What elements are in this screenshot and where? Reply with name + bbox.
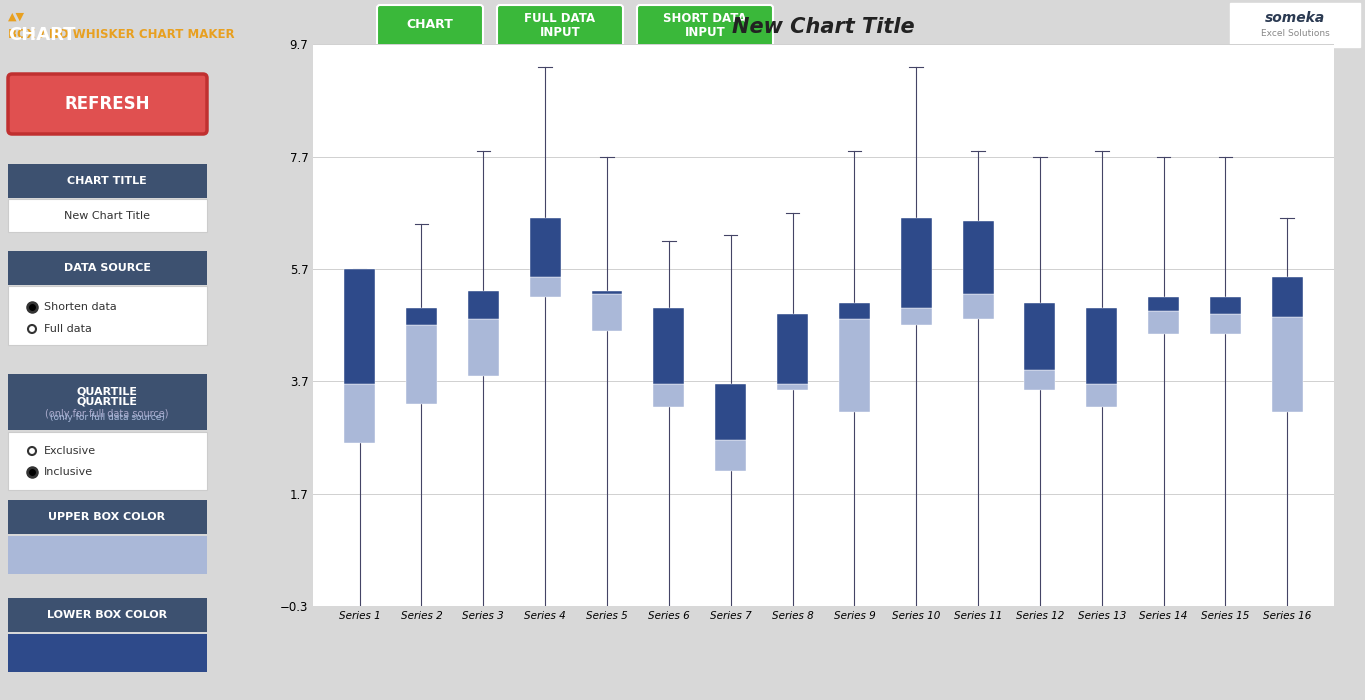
Bar xyxy=(1087,308,1117,384)
FancyBboxPatch shape xyxy=(8,251,207,285)
FancyBboxPatch shape xyxy=(8,432,207,490)
FancyBboxPatch shape xyxy=(8,374,207,430)
Bar xyxy=(530,277,561,297)
Bar xyxy=(1272,277,1302,316)
Text: Excel Solutions: Excel Solutions xyxy=(1261,29,1330,38)
Bar xyxy=(777,384,808,390)
Text: FULL DATA: FULL DATA xyxy=(524,13,595,25)
Text: Shorten data: Shorten data xyxy=(44,302,117,312)
Bar xyxy=(1148,311,1179,333)
Bar xyxy=(1272,316,1302,412)
Text: (only for full data source): (only for full data source) xyxy=(49,414,164,423)
Text: SHORT DATA: SHORT DATA xyxy=(663,13,747,25)
Bar xyxy=(530,218,561,277)
Bar xyxy=(591,294,622,330)
FancyBboxPatch shape xyxy=(8,374,207,408)
FancyBboxPatch shape xyxy=(8,598,207,632)
Bar xyxy=(468,291,498,319)
Text: UPPER BOX COLOR: UPPER BOX COLOR xyxy=(48,512,165,522)
Title: New Chart Title: New Chart Title xyxy=(732,17,915,37)
Bar xyxy=(405,325,437,404)
FancyBboxPatch shape xyxy=(8,74,207,134)
Text: CHART: CHART xyxy=(407,18,453,31)
Text: Exclusive: Exclusive xyxy=(44,446,96,456)
FancyBboxPatch shape xyxy=(637,5,773,47)
Bar xyxy=(1209,314,1241,333)
Bar xyxy=(777,314,808,384)
Bar xyxy=(1148,297,1179,311)
Bar xyxy=(715,440,747,471)
FancyBboxPatch shape xyxy=(377,5,483,47)
FancyBboxPatch shape xyxy=(1230,3,1360,47)
Bar xyxy=(405,308,437,325)
Bar xyxy=(962,294,994,319)
Text: CHART: CHART xyxy=(8,26,75,44)
Text: INPUT: INPUT xyxy=(539,27,580,39)
Bar xyxy=(591,291,622,294)
Bar xyxy=(1025,370,1055,390)
Bar xyxy=(839,302,870,319)
Text: QUARTILE: QUARTILE xyxy=(76,396,138,406)
Bar xyxy=(654,384,684,407)
FancyBboxPatch shape xyxy=(8,500,207,534)
Text: Full data: Full data xyxy=(44,324,91,334)
Text: LOWER BOX COLOR: LOWER BOX COLOR xyxy=(46,610,167,620)
Text: Inclusive: Inclusive xyxy=(44,467,93,477)
Bar xyxy=(468,319,498,376)
Text: REFRESH: REFRESH xyxy=(64,95,150,113)
Bar xyxy=(901,218,932,308)
FancyBboxPatch shape xyxy=(8,536,207,574)
Text: New Chart Title: New Chart Title xyxy=(64,211,150,221)
Bar xyxy=(344,384,375,443)
FancyBboxPatch shape xyxy=(497,5,622,47)
Text: CHART TITLE: CHART TITLE xyxy=(67,176,147,186)
Text: someka: someka xyxy=(1265,11,1325,25)
Text: INPUT: INPUT xyxy=(685,27,725,39)
Bar xyxy=(901,308,932,325)
Bar xyxy=(654,308,684,384)
Text: QUARTILE: QUARTILE xyxy=(76,386,138,396)
Bar xyxy=(962,221,994,294)
Bar xyxy=(715,384,747,440)
Text: DATA SOURCE: DATA SOURCE xyxy=(64,263,150,273)
FancyBboxPatch shape xyxy=(8,286,207,345)
FancyBboxPatch shape xyxy=(8,634,207,672)
Bar xyxy=(1025,302,1055,370)
Bar xyxy=(1087,384,1117,407)
Bar xyxy=(344,269,375,384)
Text: BOX AND WHISKER CHART MAKER: BOX AND WHISKER CHART MAKER xyxy=(8,28,235,41)
Text: (only for full data source): (only for full data source) xyxy=(45,409,169,419)
FancyBboxPatch shape xyxy=(8,199,207,232)
Bar xyxy=(839,319,870,412)
FancyBboxPatch shape xyxy=(8,164,207,198)
Bar xyxy=(1209,297,1241,314)
Text: ▲▼: ▲▼ xyxy=(8,12,25,22)
